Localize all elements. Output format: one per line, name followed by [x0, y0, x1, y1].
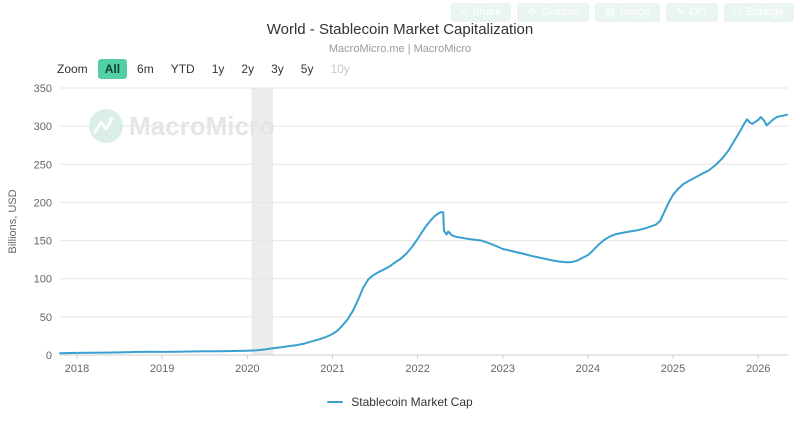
x-axis-tick-label: 2018 — [65, 363, 89, 375]
y-axis-title: Billions, USD — [7, 189, 19, 253]
legend-series-label[interactable]: Stablecoin Market Cap — [351, 395, 473, 409]
x-axis-tick-label: 2026 — [746, 363, 770, 375]
x-axis-tick-label: 2023 — [491, 363, 515, 375]
zoom-5y-button[interactable]: 5y — [294, 59, 321, 79]
share-button[interactable]: < Share — [451, 3, 512, 22]
zoom-3y-button[interactable]: 3y — [264, 59, 291, 79]
zoom-label: Zoom — [57, 62, 88, 76]
diy-button[interactable]: ✎ DIY — [666, 3, 719, 22]
watermark: MacroMicro — [89, 109, 275, 143]
y-axis-tick-label: 100 — [34, 274, 52, 286]
watermark-text: MacroMicro — [129, 111, 275, 141]
legend: Stablecoin Market Cap — [0, 395, 800, 409]
y-axis-tick-label: 250 — [34, 159, 52, 171]
enlarge-button[interactable]: ⛶ Enlarge — [724, 3, 794, 22]
chart-toolbar: < Share ⚙ Custom ▤ Image ✎ DIY ⛶ Enlarge — [451, 3, 794, 22]
zoom-range-bar: Zoom All 6m YTD 1y 2y 3y 5y 10y — [57, 59, 357, 79]
image-button-label: Image — [619, 6, 651, 18]
custom-button-label: Custom — [541, 6, 580, 18]
diy-button-label: DIY — [689, 6, 709, 18]
zoom-all-button[interactable]: All — [97, 59, 128, 79]
zoom-1y-button[interactable]: 1y — [205, 59, 232, 79]
pencil-icon: ✎ — [676, 6, 685, 18]
legend-line-marker — [327, 401, 344, 403]
zoom-10y-button: 10y — [323, 59, 356, 79]
x-axis-tick-label: 2025 — [661, 363, 685, 375]
image-icon: ▤ — [605, 6, 615, 18]
page-subtitle: MacroMicro.me | MacroMicro — [328, 43, 472, 55]
zoom-ytd-button[interactable]: YTD — [164, 59, 202, 79]
custom-button[interactable]: ⚙ Custom — [517, 3, 590, 22]
x-axis-tick-label: 2024 — [576, 363, 600, 375]
y-axis-tick-label: 200 — [34, 197, 52, 209]
y-axis-tick-label: 50 — [40, 312, 52, 324]
recession-band — [251, 88, 273, 355]
share-icon: < — [461, 6, 468, 18]
share-button-label: Share — [472, 6, 502, 18]
enlarge-button-label: Enlarge — [746, 6, 784, 18]
zoom-6m-button[interactable]: 6m — [130, 59, 161, 79]
y-axis-tick-label: 150 — [34, 236, 52, 248]
x-axis-tick-label: 2021 — [320, 363, 344, 375]
x-axis-tick-label: 2020 — [235, 363, 259, 375]
y-axis-tick-label: 0 — [46, 350, 52, 362]
image-button[interactable]: ▤ Image — [595, 3, 661, 22]
series-line-stablecoin-market-cap[interactable] — [59, 113, 789, 355]
x-axis-tick-label: 2022 — [405, 363, 429, 375]
y-axis-tick-label: 300 — [34, 121, 52, 133]
page-title: World - Stablecoin Market Capitalization — [266, 21, 534, 38]
zoom-2y-button[interactable]: 2y — [234, 59, 261, 79]
macromicro-logo-icon — [89, 109, 123, 143]
x-axis-tick-label: 2019 — [150, 363, 174, 375]
y-axis-tick-label: 350 — [34, 83, 52, 95]
enlarge-icon: ⛶ — [734, 6, 742, 18]
gear-icon: ⚙ — [527, 6, 537, 18]
